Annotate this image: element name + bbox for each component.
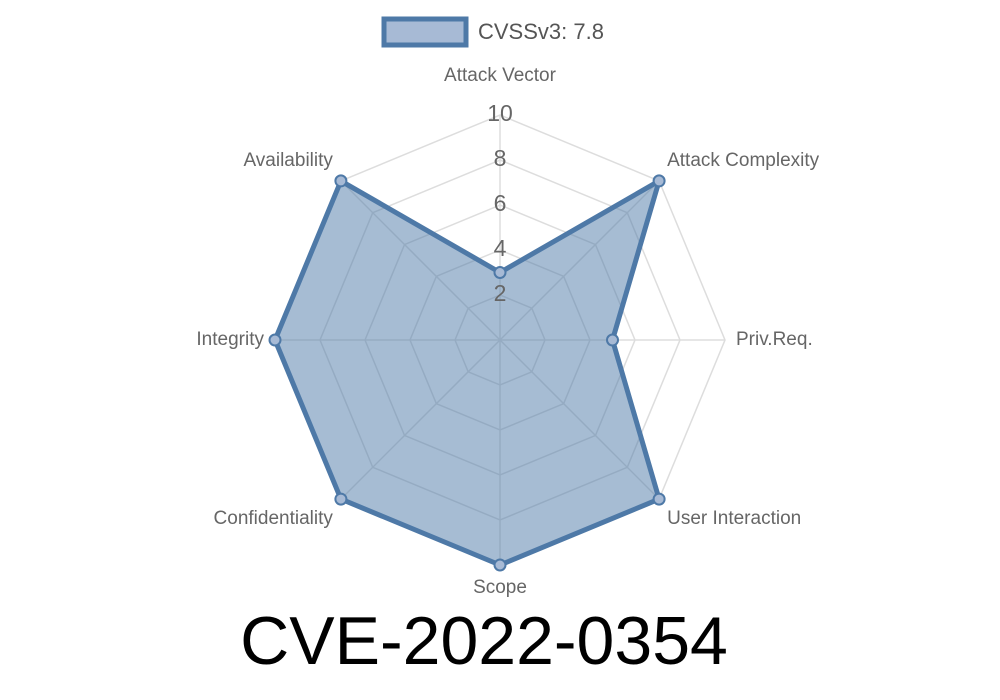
axis-label: User Interaction: [667, 508, 801, 529]
legend: CVSSv3: 7.8: [381, 16, 604, 48]
data-point: [606, 333, 619, 347]
axis-label: Attack Vector: [444, 65, 557, 86]
tick-label: 2: [494, 280, 507, 306]
tick-label: 4: [494, 235, 507, 261]
axis-label: Confidentiality: [214, 508, 334, 529]
data-point: [268, 333, 282, 347]
data-point: [493, 558, 507, 572]
tick-label: 10: [487, 100, 513, 126]
legend-swatch: [381, 16, 469, 48]
tick-label: 6: [494, 190, 507, 216]
axis-label: Priv.Req.: [736, 329, 813, 350]
axis-label: Availability: [243, 150, 333, 171]
data-point: [493, 266, 507, 279]
data-point: [652, 492, 666, 506]
axis-label: Attack Complexity: [667, 150, 820, 171]
axis-label: Scope: [473, 577, 527, 598]
chart-title: CVE-2022-0354: [240, 603, 728, 679]
data-point: [334, 174, 348, 188]
data-point: [334, 492, 348, 506]
data-point: [652, 174, 666, 188]
axis-label: Integrity: [196, 329, 264, 350]
legend-label: CVSSv3: 7.8: [478, 19, 604, 44]
tick-label: 8: [494, 145, 507, 171]
